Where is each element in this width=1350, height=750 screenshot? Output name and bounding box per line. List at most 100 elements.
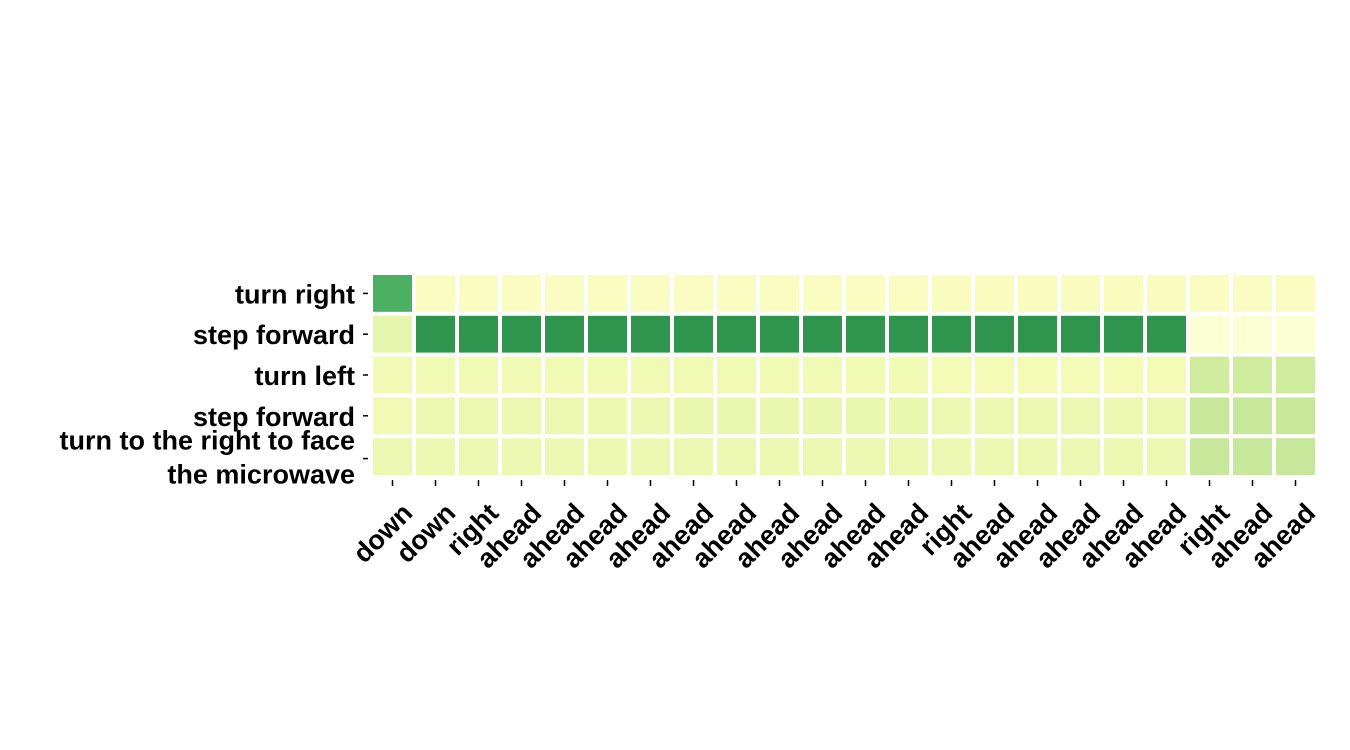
heatmap-cell-r2-c10 [803, 356, 842, 394]
row-label-1: step forward [193, 320, 355, 350]
heatmap-cell-r0-c15 [1018, 275, 1057, 312]
heatmap-cell-r1-c4 [545, 315, 584, 353]
heatmap-cell-r3-c14 [975, 397, 1014, 435]
heatmap-cell-r1-c3 [502, 315, 541, 353]
heatmap-cell-r1-c0 [373, 315, 412, 353]
heatmap-cell-r0-c3 [502, 275, 541, 312]
heatmap-cell-r4-c14 [975, 438, 1014, 475]
heatmap-cell-r1-c19 [1190, 315, 1229, 353]
heatmap-cell-r0-c19 [1190, 275, 1229, 312]
heatmap-cell-r0-c12 [889, 275, 928, 312]
heatmap-cell-r0-c16 [1061, 275, 1100, 312]
row-label-0: turn right [235, 279, 355, 309]
heatmap-cell-r4-c3 [502, 438, 541, 475]
heatmap-cell-r3-c4 [545, 397, 584, 435]
heatmap-cell-r4-c18 [1147, 438, 1186, 475]
heatmap-cell-r2-c5 [588, 356, 627, 394]
heatmap-cell-r4-c11 [846, 438, 885, 475]
heatmap-cell-r3-c12 [889, 397, 928, 435]
heatmap-cell-r0-c6 [631, 275, 670, 312]
row-label-2: turn left [255, 361, 356, 391]
heatmap-cell-r2-c8 [717, 356, 756, 394]
heatmap-cell-r0-c17 [1104, 275, 1143, 312]
column-axis: downdownrightaheadaheadaheadaheadaheadah… [347, 480, 1321, 574]
heatmap-cell-r1-c6 [631, 315, 670, 353]
heatmap-cell-r3-c13 [932, 397, 971, 435]
heatmap-cell-r1-c10 [803, 315, 842, 353]
heatmap-cell-r3-c17 [1104, 397, 1143, 435]
heatmap-cell-r0-c11 [846, 275, 885, 312]
heatmap-cell-r4-c10 [803, 438, 842, 475]
heatmap-cell-r4-c7 [674, 438, 713, 475]
heatmap-cell-r0-c0 [373, 275, 412, 312]
heatmap-cell-r2-c18 [1147, 356, 1186, 394]
heatmap-cell-r4-c9 [760, 438, 799, 475]
heatmap-cell-r0-c5 [588, 275, 627, 312]
heatmap-cell-r3-c16 [1061, 397, 1100, 435]
heatmap-cell-r2-c16 [1061, 356, 1100, 394]
heatmap-cell-r2-c3 [502, 356, 541, 394]
heatmap-cell-r3-c1 [416, 397, 455, 435]
heatmap-cell-r3-c21 [1276, 397, 1315, 435]
heatmap-cell-r1-c9 [760, 315, 799, 353]
heatmap-cell-r1-c20 [1233, 315, 1272, 353]
heatmap-cell-r1-c21 [1276, 315, 1315, 353]
heatmap-cell-r1-c8 [717, 315, 756, 353]
heatmap-cell-r0-c1 [416, 275, 455, 312]
heatmap-cell-r3-c15 [1018, 397, 1057, 435]
heatmap-cell-r1-c12 [889, 315, 928, 353]
heatmap-cell-r4-c20 [1233, 438, 1272, 475]
heatmap-cell-r1-c18 [1147, 315, 1186, 353]
heatmap-cell-r0-c13 [932, 275, 971, 312]
heatmap-cell-r1-c11 [846, 315, 885, 353]
heatmap-cell-r0-c7 [674, 275, 713, 312]
heatmap-cell-r0-c18 [1147, 275, 1186, 312]
heatmap-cell-r4-c21 [1276, 438, 1315, 475]
heatmap-cells [373, 275, 1315, 475]
heatmap-cell-r4-c15 [1018, 438, 1057, 475]
heatmap-cell-r2-c1 [416, 356, 455, 394]
heatmap-cell-r3-c2 [459, 397, 498, 435]
heatmap-cell-r1-c15 [1018, 315, 1057, 353]
heatmap-cell-r2-c14 [975, 356, 1014, 394]
heatmap-cell-r4-c6 [631, 438, 670, 475]
row-axis: turn right step forward turn left step forw… [60, 279, 368, 490]
row-label-4-line-1: the microwave [167, 460, 355, 490]
heatmap-cell-r2-c12 [889, 356, 928, 394]
heatmap-cell-r4-c4 [545, 438, 584, 475]
heatmap-cell-r4-c0 [373, 438, 412, 475]
heatmap-cell-r2-c0 [373, 356, 412, 394]
row-label-3: step forward [193, 402, 355, 432]
heatmap-cell-r0-c9 [760, 275, 799, 312]
heatmap-cell-r0-c21 [1276, 275, 1315, 312]
heatmap-cell-r3-c0 [373, 397, 412, 435]
heatmap-cell-r1-c5 [588, 315, 627, 353]
heatmap-cell-r2-c19 [1190, 356, 1229, 394]
heatmap-cell-r3-c8 [717, 397, 756, 435]
heatmap-cell-r2-c15 [1018, 356, 1057, 394]
heatmap-cell-r4-c1 [416, 438, 455, 475]
heatmap-cell-r0-c20 [1233, 275, 1272, 312]
row-label-4-line-0: turn to the right to face [60, 426, 355, 456]
heatmap-cell-r3-c19 [1190, 397, 1229, 435]
heatmap-cell-r0-c4 [545, 275, 584, 312]
heatmap-cell-r4-c12 [889, 438, 928, 475]
heatmap-cell-r1-c13 [932, 315, 971, 353]
heatmap-cell-r2-c4 [545, 356, 584, 394]
heatmap-cell-r0-c8 [717, 275, 756, 312]
heatmap-cell-r2-c11 [846, 356, 885, 394]
heatmap-cell-r1-c1 [416, 315, 455, 353]
heatmap-cell-r1-c14 [975, 315, 1014, 353]
heatmap-cell-r3-c20 [1233, 397, 1272, 435]
heatmap-cell-r2-c17 [1104, 356, 1143, 394]
heatmap-cell-r2-c20 [1233, 356, 1272, 394]
heatmap-cell-r3-c11 [846, 397, 885, 435]
heatmap-cell-r2-c9 [760, 356, 799, 394]
heatmap-cell-r1-c16 [1061, 315, 1100, 353]
heatmap-cell-r4-c16 [1061, 438, 1100, 475]
heatmap-cell-r2-c21 [1276, 356, 1315, 394]
heatmap-cell-r4-c17 [1104, 438, 1143, 475]
heatmap-cell-r2-c7 [674, 356, 713, 394]
heatmap-cell-r1-c2 [459, 315, 498, 353]
